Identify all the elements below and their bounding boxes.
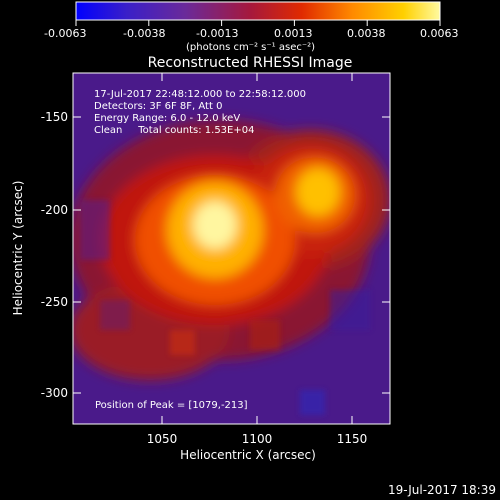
plot-frame <box>72 72 391 425</box>
x-tick-label: 1050 <box>147 432 178 446</box>
x-tick-label: 1150 <box>337 432 368 446</box>
colorbar-tick-label: -0.0038 <box>123 27 165 40</box>
annotation-line: Energy Range: 6.0 - 12.0 keV <box>94 113 240 124</box>
colorbar-tick-label: 0.0038 <box>347 27 386 40</box>
colorbar-tick-label: -0.0013 <box>196 27 238 40</box>
colorbar <box>75 1 441 21</box>
x-axis-ticks <box>161 73 353 424</box>
heatmap-image <box>73 73 390 424</box>
footer-timestamp: 19-Jul-2017 18:39 <box>388 483 496 497</box>
x-tick-label: 1100 <box>242 432 273 446</box>
annotation-line: Detectors: 3F 6F 8F, Att 0 <box>94 101 222 112</box>
colorbar-tick-label: 0.0013 <box>274 27 313 40</box>
y-tick-label: -300 <box>41 386 68 400</box>
plot-title: Reconstructed RHESSI Image <box>148 55 353 71</box>
y-tick-labels: -150 -200 -250 -300 <box>41 110 68 400</box>
annotation-line: Clean Total counts: 1.53E+04 <box>94 125 254 136</box>
x-axis-label: Heliocentric X (arcsec) <box>180 448 316 462</box>
colorbar-tick-label: -0.0063 <box>44 27 86 40</box>
y-axis-label: Heliocentric Y (arcsec) <box>11 181 25 316</box>
colorbar-tick-label: 0.0063 <box>420 27 459 40</box>
colorbar-ticks <box>75 20 441 26</box>
annotation-line: 17-Jul-2017 22:48:12.000 to 22:58:12.000 <box>94 89 306 100</box>
annotation-block: 17-Jul-2017 22:48:12.000 to 22:58:12.000… <box>94 89 306 136</box>
y-axis-ticks <box>73 116 390 394</box>
y-tick-label: -150 <box>41 110 68 124</box>
x-tick-labels: 1050 1100 1150 <box>147 432 368 446</box>
y-tick-label: -200 <box>41 203 68 217</box>
colorbar-unit-label: (photons cm⁻² s⁻¹ asec⁻²) <box>186 42 315 53</box>
peak-position-label: Position of Peak = [1079,-213] <box>95 400 248 411</box>
colorbar-tick-labels: -0.0063 -0.0038 -0.0013 0.0013 0.0038 0.… <box>44 27 459 40</box>
y-tick-label: -250 <box>41 295 68 309</box>
